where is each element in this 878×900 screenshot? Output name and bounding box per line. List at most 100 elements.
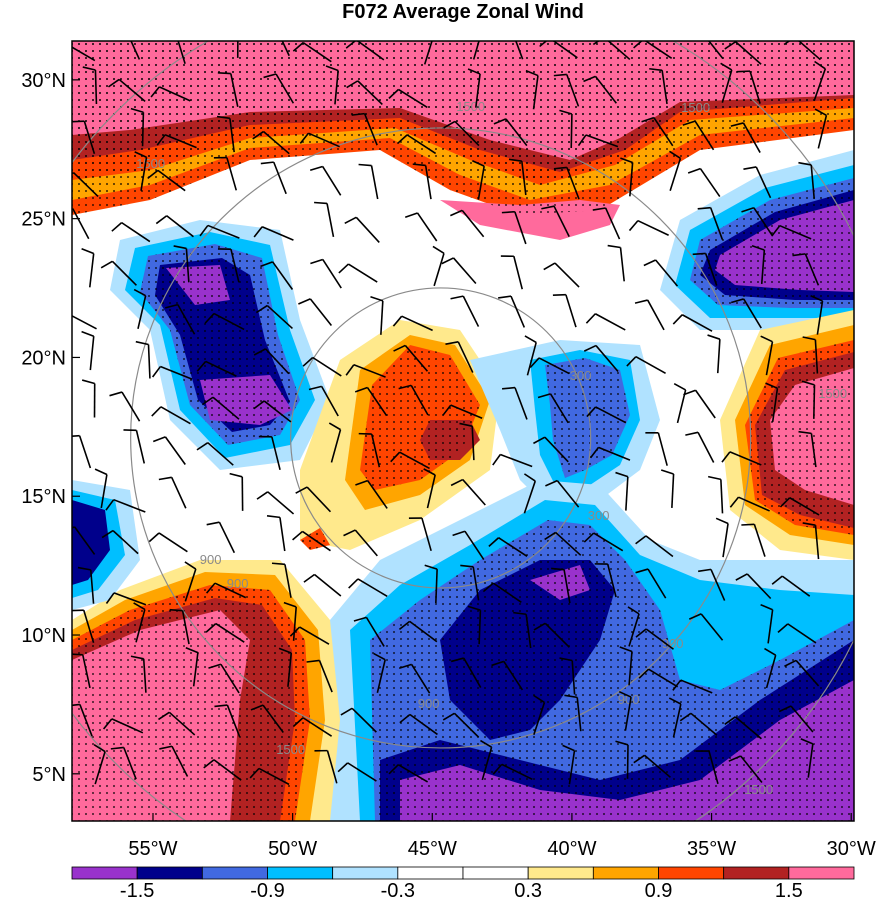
barb-shaft [594,313,626,331]
wind-barb [533,436,569,463]
wind-barb [523,473,537,514]
barb-flag [338,263,349,274]
wind-barb [130,107,145,147]
wind-barb [130,41,141,60]
barb-shaft [313,573,342,597]
barb-flag [373,652,386,661]
barb-flag [641,116,655,123]
wind-barb [615,471,629,511]
barb-shaft [100,474,108,509]
barb-flag [100,260,113,269]
barb-shaft [83,120,96,154]
wind-barb [685,431,715,463]
wind-barb [450,209,485,238]
barb-flag [289,626,301,637]
barb-flag [643,259,656,267]
wind-barb [592,207,621,240]
barb-shaft [681,314,713,332]
barb-flag [633,41,643,49]
barb-shaft [355,216,380,243]
barb-shaft [141,112,145,147]
wind-barb [108,78,146,102]
barb-flag [707,334,721,340]
barb-flag [508,158,522,163]
wind-barb [216,115,235,153]
wind-barb [370,295,384,335]
barb-flag [501,210,515,214]
barb-flag [156,134,166,146]
wind-barb [760,603,774,644]
barb-shaft [135,609,146,643]
wind-barb [278,647,293,687]
barb-flag [353,616,367,622]
barb-flag [491,660,505,667]
wind-barb [147,169,186,192]
barb-flag [810,295,823,302]
barb-shaft [89,569,95,604]
barb-flag [443,120,456,129]
wind-barb [206,582,247,599]
wind-barb [537,393,569,424]
wind-barb [388,763,429,783]
wind-barb [343,529,378,557]
barb-flag [109,391,123,397]
barb-shaft [676,389,687,424]
colorbar-swatch [332,866,399,880]
barb-shaft [553,205,570,237]
barb-flag [493,118,507,125]
barb-flag [537,393,551,399]
barb-flag [249,767,260,779]
wind-barb [638,668,679,688]
barb-shaft [218,521,236,554]
barb-flag [498,27,511,28]
wind-barb [634,299,665,331]
range-ring-label: 900 [200,552,222,567]
barb-shaft [523,480,537,514]
barb-shaft [814,339,819,374]
wind-barb [615,740,629,779]
barb-shaft [94,70,98,105]
wind-barb [460,564,480,601]
colorbar-swatch [462,866,529,880]
barb-shaft [690,712,718,736]
barb-flag [533,622,546,631]
wind-barb [390,451,430,470]
wind-barb [310,258,342,289]
barb-shaft [585,134,619,148]
wind-barb [250,704,284,733]
barb-shaft [576,697,582,732]
barb-shaft [765,654,777,689]
barb-shaft [312,356,342,377]
barb-shaft [279,517,286,552]
wind-barb [398,384,429,416]
barb-flag [533,694,545,704]
barb-shaft [79,704,93,737]
barb-shaft [168,711,196,736]
wind-barb [607,244,625,282]
barb-flag [583,75,596,83]
barb-flag [351,112,365,116]
barb-shaft [734,716,762,740]
barb-flag [173,245,187,250]
wind-barb [81,247,95,288]
barb-shaft [549,393,569,424]
barb-shaft [767,609,774,644]
barb-flag [165,303,179,309]
barb-shaft [461,209,485,238]
barb-flag [266,515,281,519]
barb-flag [628,220,639,232]
wind-barb [314,749,338,784]
barb-shaft [409,713,438,736]
barb-flag [523,473,536,482]
wind-barb [292,41,332,63]
wind-barb [173,245,190,283]
barb-shaft [73,526,96,555]
wind-barb [346,80,383,105]
barb-shaft [130,41,141,60]
barb-shaft [94,751,106,785]
barb-shaft [370,433,381,468]
barb-shaft [721,69,733,103]
barb-flag [185,646,199,654]
barb-flag [442,404,452,416]
y-tick-label: 5°N [32,764,66,786]
